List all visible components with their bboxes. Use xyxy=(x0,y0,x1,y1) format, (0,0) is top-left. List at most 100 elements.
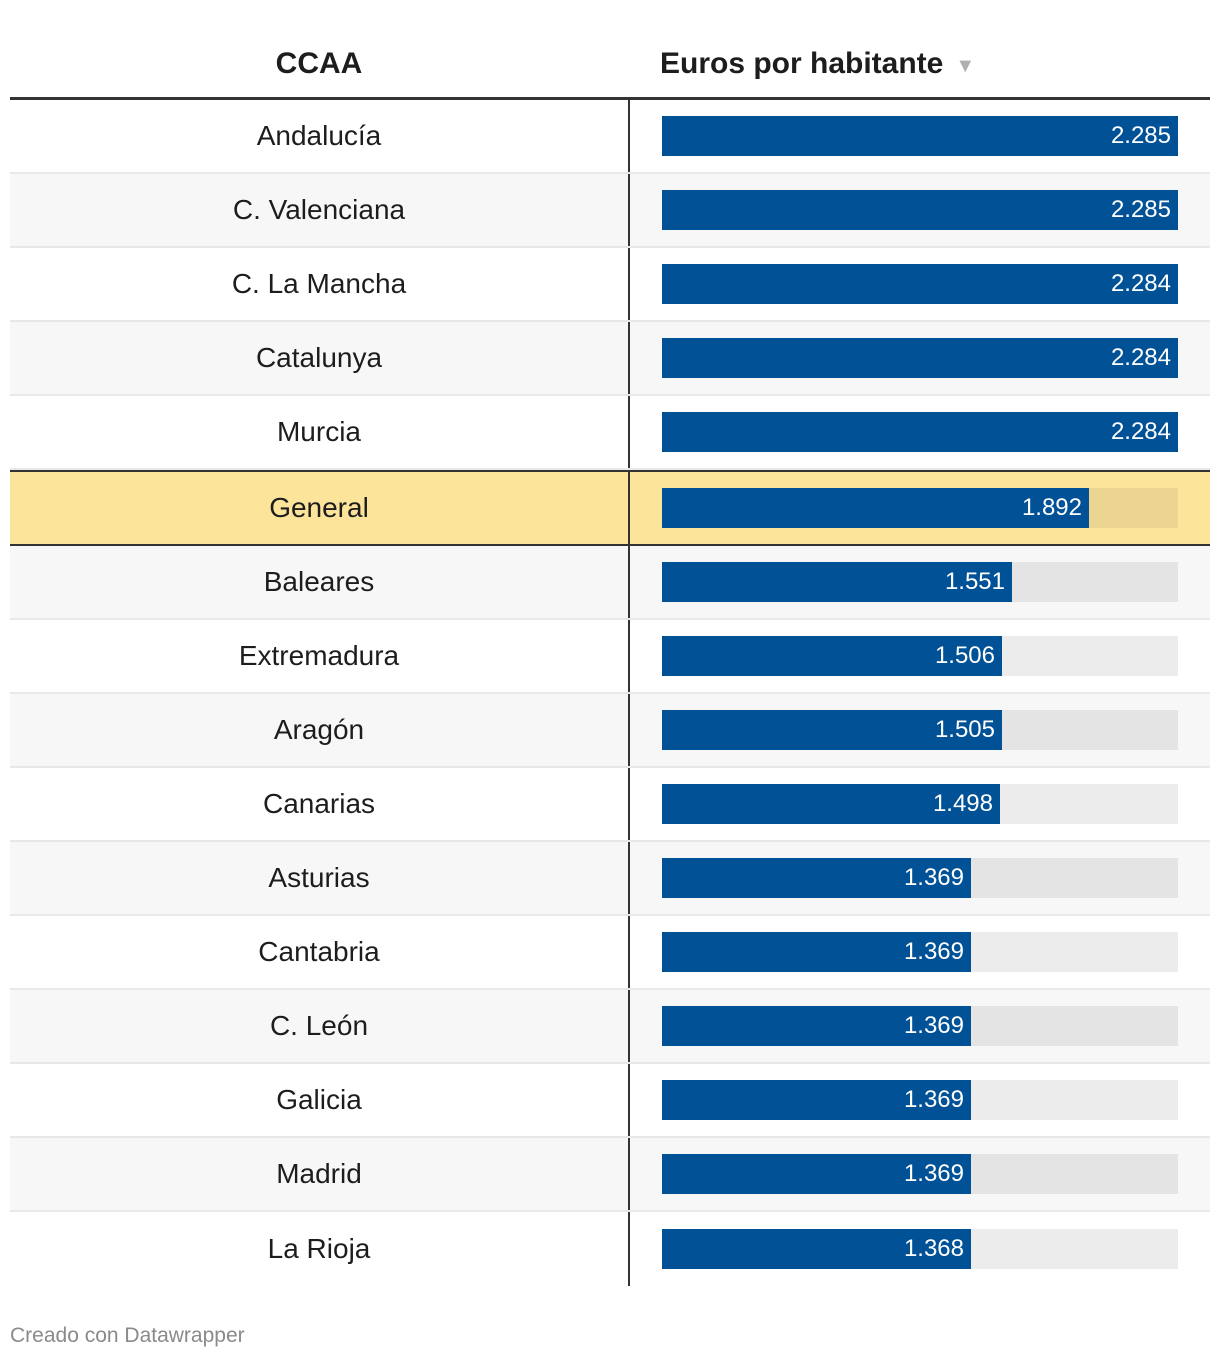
bar-value-label: 2.284 xyxy=(1110,418,1171,445)
bar: 1.369 xyxy=(662,858,971,898)
table-row: La Rioja 1.368 xyxy=(10,1212,1210,1286)
column-divider xyxy=(628,620,630,692)
bar: 2.285 xyxy=(662,190,1178,230)
bar-value-label: 2.285 xyxy=(1110,196,1171,223)
bar: 1.505 xyxy=(662,710,1002,750)
row-label: La Rioja xyxy=(267,1233,371,1264)
column-divider xyxy=(628,768,630,840)
bar-track: 1.498 xyxy=(662,784,1178,824)
table-row: Madrid 1.369 xyxy=(10,1138,1210,1212)
table-row: Catalunya 2.284 xyxy=(10,322,1210,396)
table-row: Extremadura 1.506 xyxy=(10,620,1210,694)
row-label: Canarias xyxy=(262,788,376,819)
column-divider xyxy=(628,1138,630,1210)
bar-track: 2.285 xyxy=(662,116,1178,156)
row-label: Baleares xyxy=(263,566,375,597)
bar-track: 2.284 xyxy=(662,412,1178,452)
bar-value-label: 1.551 xyxy=(944,568,1005,595)
footer-credit: Creado con Datawrapper xyxy=(10,1324,245,1347)
table-body: Andalucía 2.285 C. Valenciana 2.285 C. La Ma… xyxy=(10,100,1210,1286)
bar: 1.892 xyxy=(662,488,1089,528)
bar-track: 2.284 xyxy=(662,264,1178,304)
bar-value-label: 1.369 xyxy=(903,864,964,891)
bar: 2.284 xyxy=(662,338,1178,378)
table-row: Asturias 1.369 xyxy=(10,842,1210,916)
table-row: Andalucía 2.285 xyxy=(10,100,1210,174)
bar-track: 1.369 xyxy=(662,858,1178,898)
bar: 1.369 xyxy=(662,932,971,972)
bar-track: 2.284 xyxy=(662,338,1178,378)
bar-value-label: 1.498 xyxy=(932,790,993,817)
bar-value-label: 1.506 xyxy=(934,642,995,669)
column-divider xyxy=(628,842,630,914)
bar-value-label: 1.369 xyxy=(903,1012,964,1039)
column-divider xyxy=(628,1064,630,1136)
column-divider xyxy=(628,396,630,468)
column-divider xyxy=(628,694,630,766)
column-header-euros[interactable]: Euros por habitante ▼ xyxy=(660,44,975,84)
row-label: Extremadura xyxy=(238,640,400,671)
row-label: C. Valenciana xyxy=(232,194,406,225)
row-label: C. León xyxy=(269,1010,369,1041)
column-divider xyxy=(628,248,630,320)
table-header: CCAA Euros por habitante ▼ xyxy=(10,0,1210,100)
row-label: Galicia xyxy=(276,1084,362,1115)
column-divider xyxy=(628,174,630,246)
bar-value-label: 2.284 xyxy=(1110,344,1171,371)
bar-track: 1.551 xyxy=(662,562,1178,602)
column-divider xyxy=(628,546,630,618)
column-divider xyxy=(628,322,630,394)
row-label: Andalucía xyxy=(256,120,382,151)
data-table: CCAA Euros por habitante ▼ Andalucía 2.28… xyxy=(10,0,1210,1286)
bar: 2.284 xyxy=(662,264,1178,304)
column-header-ccaa-label: CCAA xyxy=(275,47,363,80)
bar-track: 1.368 xyxy=(662,1229,1178,1269)
bar-track: 1.506 xyxy=(662,636,1178,676)
bar-value-label: 2.285 xyxy=(1110,122,1171,149)
bar-track: 1.369 xyxy=(662,932,1178,972)
table-row: C. Valenciana 2.285 xyxy=(10,174,1210,248)
bar: 1.551 xyxy=(662,562,1012,602)
sort-descending-icon[interactable]: ▼ xyxy=(955,55,976,77)
column-divider xyxy=(628,916,630,988)
bar: 1.369 xyxy=(662,1006,971,1046)
row-label: C. La Mancha xyxy=(231,268,407,299)
bar-value-label: 1.369 xyxy=(903,1086,964,1113)
bar-track: 1.369 xyxy=(662,1006,1178,1046)
row-label: Aragón xyxy=(273,714,365,745)
row-label: Murcia xyxy=(276,416,361,447)
bar: 1.369 xyxy=(662,1080,971,1120)
table-row: Murcia 2.284 xyxy=(10,396,1210,470)
bar: 2.284 xyxy=(662,412,1178,452)
bar-track: 1.369 xyxy=(662,1080,1178,1120)
bar-value-label: 1.505 xyxy=(934,716,995,743)
row-label: General xyxy=(269,492,369,523)
table-row: Aragón 1.505 xyxy=(10,694,1210,768)
table-row: Galicia 1.369 xyxy=(10,1064,1210,1138)
table-row: Canarias 1.498 xyxy=(10,768,1210,842)
table-row: Cantabria 1.369 xyxy=(10,916,1210,990)
table-row: Baleares 1.551 xyxy=(10,546,1210,620)
table-row-highlighted: General 1.892 xyxy=(10,470,1210,546)
bar-track: 2.285 xyxy=(662,190,1178,230)
bar: 1.498 xyxy=(662,784,1000,824)
bar-track: 1.892 xyxy=(662,488,1178,528)
bar-value-label: 2.284 xyxy=(1110,270,1171,297)
bar-track: 1.369 xyxy=(662,1154,1178,1194)
bar-value-label: 1.369 xyxy=(903,938,964,965)
row-label: Madrid xyxy=(276,1158,362,1189)
bar-value-label: 1.368 xyxy=(903,1235,964,1262)
bar: 1.368 xyxy=(662,1229,971,1269)
column-header-ccaa[interactable]: CCAA xyxy=(10,44,628,84)
bar: 2.285 xyxy=(662,116,1178,156)
row-label: Catalunya xyxy=(255,342,383,373)
column-divider xyxy=(628,100,630,172)
column-divider xyxy=(628,990,630,1062)
table-row: C. La Mancha 2.284 xyxy=(10,248,1210,322)
bar: 1.506 xyxy=(662,636,1002,676)
bar: 1.369 xyxy=(662,1154,971,1194)
row-label: Asturias xyxy=(268,862,370,893)
column-divider xyxy=(628,472,630,544)
column-header-euros-label: Euros por habitante xyxy=(660,47,944,80)
bar-value-label: 1.369 xyxy=(903,1160,964,1187)
